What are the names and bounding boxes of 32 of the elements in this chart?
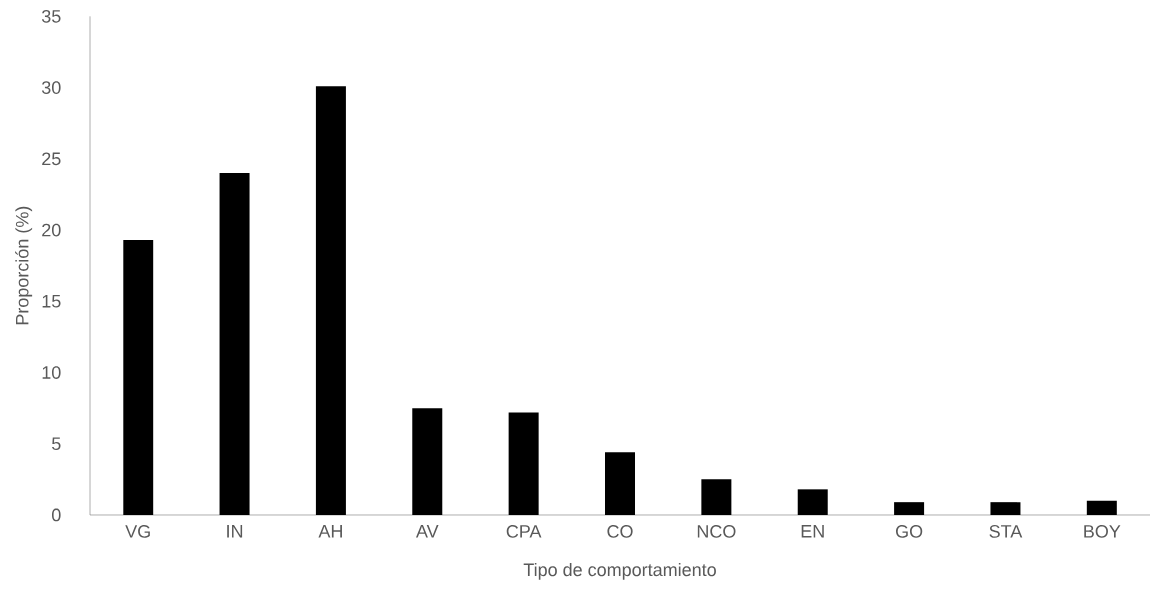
bar [605, 452, 636, 515]
y-tick-label: 25 [42, 152, 61, 166]
x-tick-label: CPA [506, 525, 542, 538]
bar [412, 408, 443, 515]
x-tick-label: CO [607, 525, 633, 538]
y-tick-label: 20 [42, 223, 61, 237]
x-tick-label: VG [125, 525, 150, 538]
y-tick-label: 15 [42, 295, 61, 308]
x-tick-label: AV [415, 525, 439, 538]
y-tick-label: 35 [41, 9, 61, 23]
bar [894, 502, 925, 515]
bar [315, 86, 346, 515]
x-tick-label: NCO [697, 525, 736, 538]
bar [701, 479, 732, 515]
x-tick-label: EN [801, 525, 824, 538]
y-tick-label: 10 [42, 366, 61, 379]
bar [1086, 500, 1117, 515]
bar [797, 489, 828, 515]
x-tick-label: STA [989, 525, 1023, 538]
bar [123, 240, 154, 515]
x-tick-label: IN [227, 525, 243, 538]
y-tick-label: 5 [52, 437, 61, 451]
y-tick-label: 0 [52, 508, 61, 522]
y-axis-title: Proporción (%) [15, 206, 33, 325]
bar [508, 412, 539, 515]
x-tick-label: BOY [1084, 525, 1121, 538]
bar [219, 173, 250, 515]
x-axis-title: Tipo de comportamiento [523, 562, 716, 580]
y-tick-label: 30 [41, 81, 61, 94]
x-tick-label: AH [318, 525, 342, 538]
bar [990, 502, 1021, 515]
x-tick-label: GO [895, 525, 923, 538]
